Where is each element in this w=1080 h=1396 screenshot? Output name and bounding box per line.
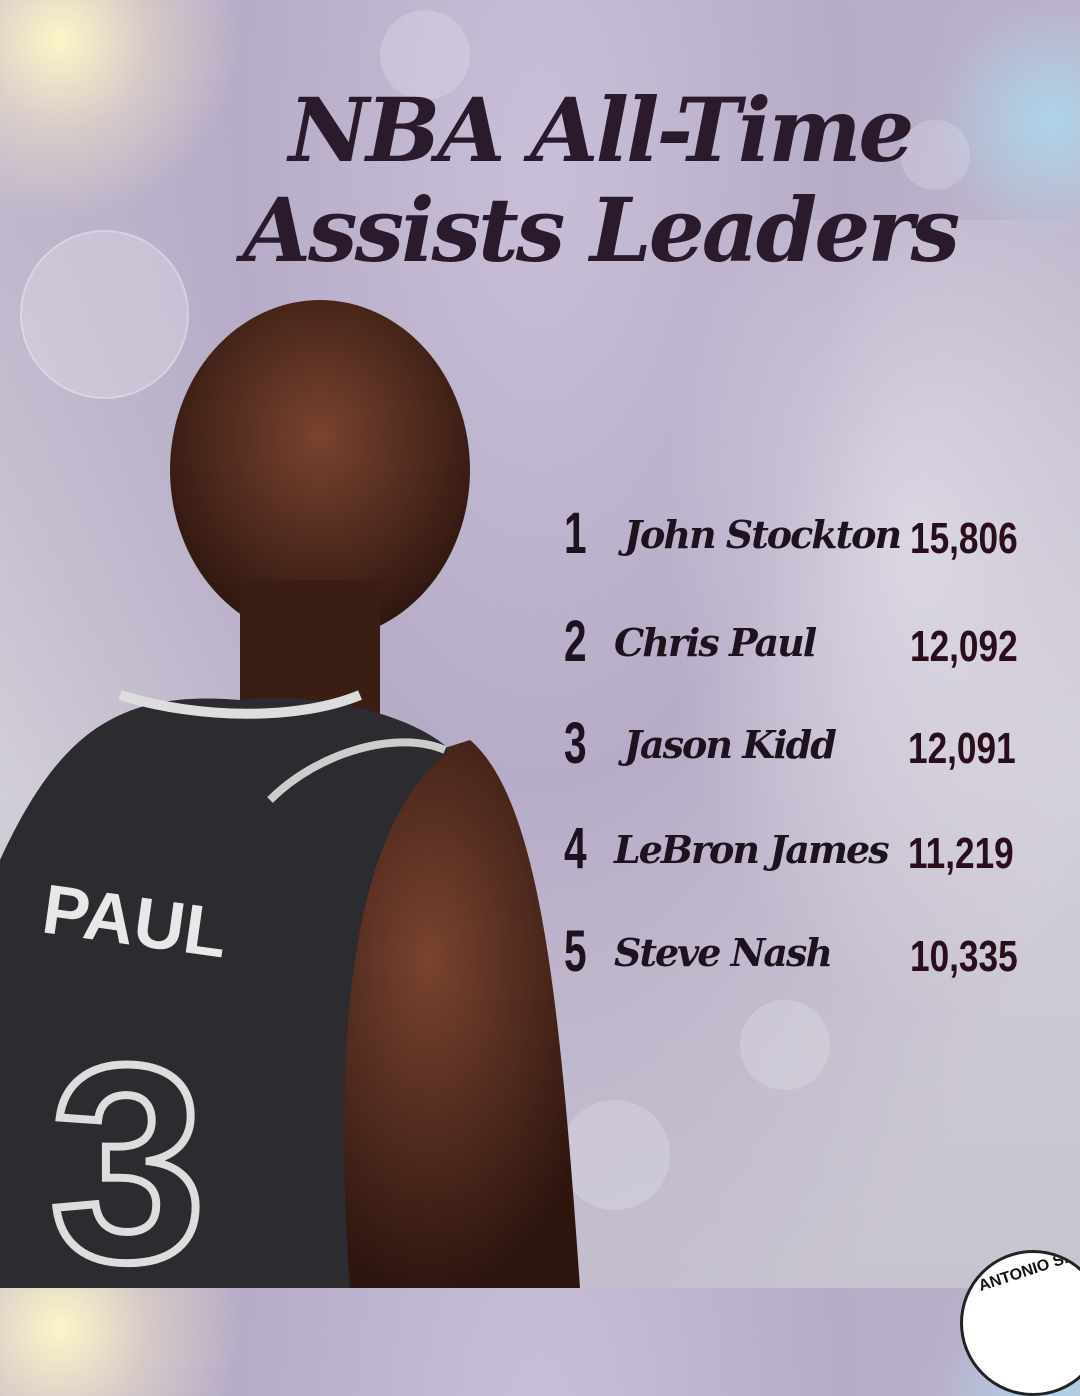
assists-value: 12,091 [908, 724, 1016, 773]
basketball-image [20, 230, 189, 399]
assists-value: 11,219 [908, 829, 1014, 878]
leader-row: 2 Chris Paul 12,092 [560, 608, 1040, 688]
bokeh-light [900, 120, 970, 190]
title-line-2: Assists Leaders [242, 178, 960, 282]
rank: 3 [564, 711, 587, 776]
leader-row: 1 John Stockton 15,806 [560, 500, 1040, 580]
player-name: Chris Paul [614, 620, 817, 665]
bokeh-light [380, 10, 470, 100]
title-line-1: NBA All-Time [288, 78, 915, 182]
assists-value: 10,335 [910, 932, 1018, 981]
bokeh-light [740, 1000, 830, 1090]
player-photo: PAUL 3 [0, 300, 580, 1288]
player-name: Jason Kidd [624, 722, 837, 767]
rank: 1 [564, 501, 587, 566]
leader-row: 3 Jason Kidd 12,091 [560, 710, 1040, 790]
background-player-image [660, 220, 1080, 1020]
rank: 2 [564, 609, 587, 674]
team-logo: ANTONIO SP [960, 1250, 1080, 1396]
leader-row: 5 Steve Nash 10,335 [560, 918, 1040, 998]
player-name: John Stockton [624, 512, 902, 557]
jersey-number: 3 [50, 1008, 206, 1288]
bokeh-light [560, 1100, 670, 1210]
leader-row: 4 LeBron James 11,219 [560, 815, 1040, 895]
rank: 5 [564, 919, 587, 984]
player-name: Steve Nash [614, 930, 833, 975]
assists-value: 15,806 [910, 514, 1018, 563]
rank: 4 [564, 816, 587, 881]
player-name: LeBron James [614, 827, 890, 872]
assists-value: 12,092 [910, 622, 1018, 671]
logo-text: ANTONIO SP [976, 1250, 1077, 1295]
